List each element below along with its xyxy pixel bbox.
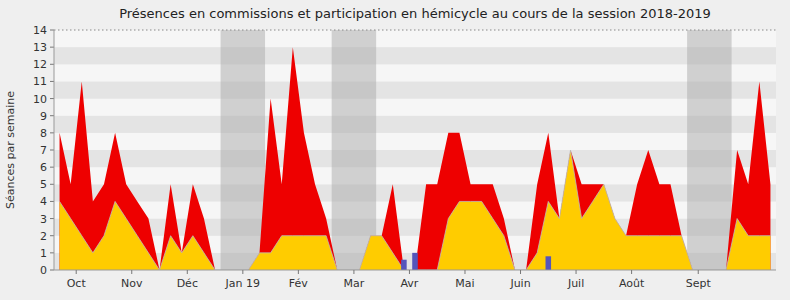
x-tick-label: Avr (400, 277, 418, 290)
x-tick-label: Juil (567, 277, 584, 290)
y-tick (50, 150, 54, 151)
y-tick (50, 98, 54, 99)
band (54, 133, 776, 150)
y-tick-label: 10 (33, 93, 47, 106)
plot-area (60, 30, 771, 270)
x-tick-label: Nov (121, 277, 143, 290)
bar (401, 260, 407, 270)
x-tick (187, 270, 188, 274)
y-tick (50, 167, 54, 168)
x-tick-label: Jan 19 (225, 277, 260, 290)
x-tick-label: Juin (509, 277, 530, 290)
x-tick-label: Déc (177, 277, 198, 290)
bar (412, 253, 418, 270)
band (54, 150, 776, 167)
band (54, 64, 776, 81)
y-tick (50, 47, 54, 48)
x-tick-label: Mai (455, 277, 474, 290)
band (54, 81, 776, 98)
y-tick (50, 218, 54, 219)
x-tick (131, 270, 132, 274)
y-tick (50, 132, 54, 133)
x-tick-label: Sept (686, 277, 712, 290)
y-tick (50, 115, 54, 116)
title: Présences en commissions et participatio… (119, 6, 711, 21)
x-tick (242, 270, 243, 274)
area-outline (60, 150, 771, 270)
x-tick-label: Mar (344, 277, 365, 290)
y-tick-label: 6 (40, 161, 47, 174)
x-tick (698, 270, 699, 274)
y-tick-label: 8 (40, 127, 47, 140)
band (54, 30, 776, 47)
y-tick (50, 81, 54, 82)
y-tick-label: 3 (40, 213, 47, 226)
x-tick-label: Août (619, 277, 645, 290)
x-tick (298, 270, 299, 274)
y-tick (50, 252, 54, 253)
band (54, 116, 776, 133)
y-tick-label: 14 (33, 24, 47, 37)
x-tick (464, 270, 465, 274)
y-tick-label: 12 (33, 58, 47, 71)
area (60, 47, 771, 270)
y-tick-label: 11 (33, 75, 47, 88)
band (54, 47, 776, 64)
y-axis-label: Séances par semaine (4, 91, 17, 209)
x-tick (353, 270, 354, 274)
y-tick-label: 4 (40, 195, 47, 208)
x-axis (54, 270, 776, 271)
area (60, 150, 771, 270)
region (332, 30, 376, 270)
x-tick (576, 270, 577, 274)
x-tick-label: Oct (67, 277, 87, 290)
y-tick (50, 184, 54, 185)
y-ticks (50, 30, 54, 270)
y-tick (50, 201, 54, 202)
region (687, 30, 731, 270)
reference-line (54, 30, 776, 31)
x-tick-label: Fév (289, 277, 308, 290)
y-tick-label: 1 (40, 247, 47, 260)
y-tick-label: 9 (40, 110, 47, 123)
bands (54, 30, 776, 270)
band (54, 99, 776, 116)
y-tick-label: 13 (33, 41, 47, 54)
y-tick (50, 30, 54, 31)
chart: 01234567891011121314OctNovDécJan 19FévMa… (0, 0, 790, 300)
y-tick (50, 270, 54, 271)
y-tick-label: 2 (40, 230, 47, 243)
y-tick-label: 5 (40, 178, 47, 191)
y-axis (54, 30, 55, 270)
x-tick (631, 270, 632, 274)
background (0, 0, 790, 300)
x-tick (76, 270, 77, 274)
band (54, 167, 776, 184)
bar (546, 256, 552, 270)
y-tick-label: 0 (40, 264, 47, 277)
y-tick (50, 64, 54, 65)
x-tick (520, 270, 521, 274)
region (221, 30, 265, 270)
y-tick-label: 7 (40, 144, 47, 157)
x-tick (409, 270, 410, 274)
y-tick (50, 235, 54, 236)
